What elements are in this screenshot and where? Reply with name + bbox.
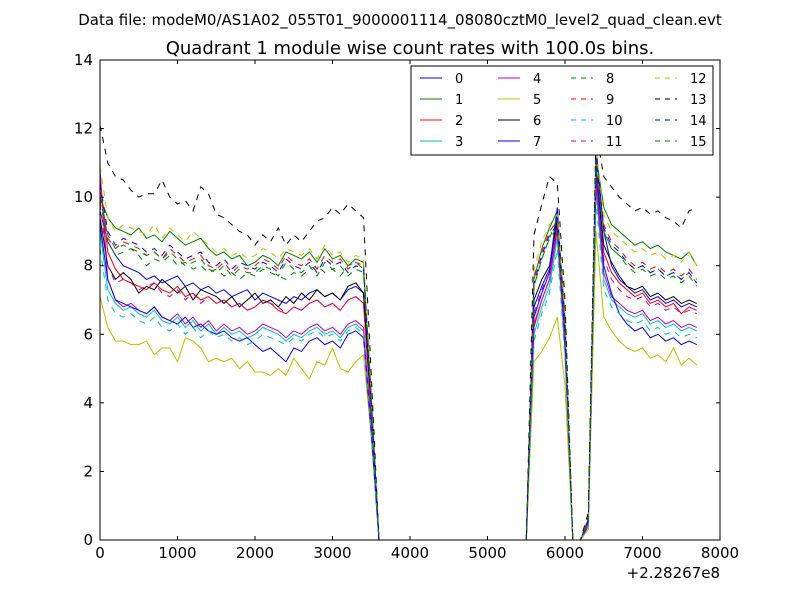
legend-label-12: 12	[690, 72, 707, 87]
y-tick-label: 14	[74, 51, 93, 69]
x-tick-label: 5000	[468, 544, 506, 562]
legend-label-3: 3	[455, 135, 463, 150]
x-tick-label: 1000	[158, 544, 196, 562]
legend-label-7: 7	[533, 135, 541, 150]
x-tick-label: 6000	[546, 544, 584, 562]
y-tick-label: 10	[74, 188, 93, 206]
legend-label-0: 0	[455, 72, 463, 87]
legend-label-4: 4	[533, 72, 541, 87]
y-tick-label: 4	[83, 394, 93, 412]
x-tick-label: 2000	[236, 544, 274, 562]
y-tick-label: 0	[83, 531, 93, 549]
ticks-group: 0 1000 2000 3000 4000 5000 6000 7000 80000246810…	[74, 51, 739, 562]
legend-frame	[410, 65, 714, 156]
x-tick-label: 3000	[313, 544, 351, 562]
y-tick-label: 12	[74, 120, 93, 138]
legend-label-11: 11	[606, 135, 623, 150]
legend-label-15: 15	[690, 135, 707, 150]
x-tick-label: 4000	[391, 544, 429, 562]
legend-label-1: 1	[455, 93, 463, 108]
legend-label-6: 6	[533, 114, 541, 129]
figure-suptitle: Data file: modeM0/AS1A02_055T01_90000011…	[78, 11, 722, 30]
y-tick-label: 8	[83, 257, 93, 275]
y-tick-label: 2	[83, 462, 93, 480]
legend-label-14: 14	[690, 114, 707, 129]
legend-label-5: 5	[533, 93, 541, 108]
x-offset-label: +2.28267e8	[627, 564, 720, 582]
legend-label-10: 10	[606, 114, 623, 129]
legend-label-9: 9	[606, 93, 614, 108]
chart-title: Quadrant 1 module wise count rates with …	[166, 38, 655, 59]
legend-label-8: 8	[606, 72, 614, 87]
x-tick-label: 7000	[623, 544, 661, 562]
legend-label-13: 13	[690, 93, 707, 108]
x-tick-label: 0	[95, 544, 105, 562]
y-tick-label: 6	[83, 325, 93, 343]
x-tick-label: 8000	[701, 544, 739, 562]
legend-label-2: 2	[455, 114, 463, 129]
